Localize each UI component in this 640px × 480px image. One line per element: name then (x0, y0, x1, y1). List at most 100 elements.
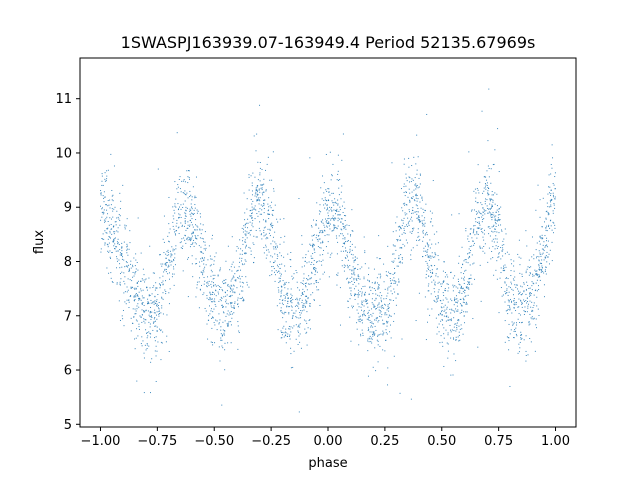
data-point (412, 210, 414, 212)
data-point (244, 212, 246, 214)
data-point (280, 295, 282, 297)
data-point (544, 235, 546, 237)
data-point (152, 301, 154, 303)
data-point (468, 240, 470, 242)
data-point (532, 310, 534, 312)
data-point (104, 196, 106, 198)
data-point (196, 212, 198, 214)
data-point (219, 319, 221, 321)
data-point (203, 241, 205, 243)
data-point (426, 250, 428, 252)
data-point (501, 244, 503, 246)
data-point (139, 298, 141, 300)
data-point (427, 256, 429, 258)
data-point (423, 219, 425, 221)
data-point (149, 307, 151, 309)
data-point (132, 322, 134, 324)
scatter-points (100, 88, 556, 413)
data-point (483, 209, 485, 211)
data-point (324, 207, 326, 209)
data-point (369, 321, 371, 323)
data-point (412, 207, 414, 209)
data-point (322, 230, 324, 232)
data-point (189, 246, 191, 248)
data-point (238, 277, 240, 279)
data-point (489, 203, 491, 205)
data-point (199, 237, 201, 239)
data-point (156, 350, 158, 352)
data-point (513, 297, 515, 299)
data-point (357, 294, 359, 296)
data-point (267, 228, 269, 230)
data-point (503, 238, 505, 240)
data-point (155, 282, 157, 284)
data-point (526, 281, 528, 283)
data-point (165, 262, 167, 264)
data-point (384, 312, 386, 314)
data-point (383, 298, 385, 300)
data-point (504, 282, 506, 284)
data-point (524, 300, 526, 302)
data-point (229, 269, 231, 271)
data-point (378, 320, 380, 322)
data-point (451, 309, 453, 311)
data-point (394, 282, 396, 284)
data-point (284, 297, 286, 299)
data-point (210, 269, 212, 271)
data-point (108, 204, 110, 206)
data-point (308, 261, 310, 263)
data-point (390, 285, 392, 287)
data-point (197, 235, 199, 237)
data-point (139, 315, 141, 317)
data-point (211, 238, 213, 240)
data-point (307, 298, 309, 300)
data-point (112, 226, 114, 228)
data-point (463, 282, 465, 284)
data-point (438, 323, 440, 325)
data-point (546, 261, 548, 263)
data-point (550, 199, 552, 201)
data-point (300, 317, 302, 319)
data-point (544, 256, 546, 258)
data-point (533, 294, 535, 296)
data-point (539, 199, 541, 201)
data-point (455, 360, 457, 362)
data-point (112, 281, 114, 283)
data-point (346, 240, 348, 242)
data-point (313, 269, 315, 271)
data-point (124, 226, 126, 228)
data-point (184, 212, 186, 214)
data-point (146, 289, 148, 291)
data-point (247, 232, 249, 234)
y-tick-label: 11 (55, 92, 72, 107)
data-point (536, 290, 538, 292)
data-point (439, 342, 441, 344)
data-point (415, 185, 417, 187)
data-point (136, 305, 138, 307)
data-point (322, 273, 324, 275)
data-point (292, 317, 294, 319)
data-point (504, 290, 506, 292)
data-point (390, 273, 392, 275)
data-point (183, 237, 185, 239)
data-point (141, 314, 143, 316)
data-point (160, 359, 162, 361)
data-point (384, 314, 386, 316)
data-point (261, 168, 263, 170)
data-point (137, 295, 139, 297)
data-point (494, 218, 496, 220)
data-point (337, 220, 339, 222)
data-point (442, 314, 443, 316)
data-point (494, 231, 496, 233)
data-point (311, 277, 313, 279)
data-point (414, 184, 416, 186)
data-point (305, 254, 307, 256)
data-point (201, 257, 203, 259)
data-point (459, 303, 461, 305)
data-point (155, 380, 157, 382)
data-point (372, 312, 374, 314)
data-point (141, 321, 143, 323)
data-point (345, 215, 347, 217)
data-point (317, 282, 319, 284)
data-point (469, 281, 471, 283)
